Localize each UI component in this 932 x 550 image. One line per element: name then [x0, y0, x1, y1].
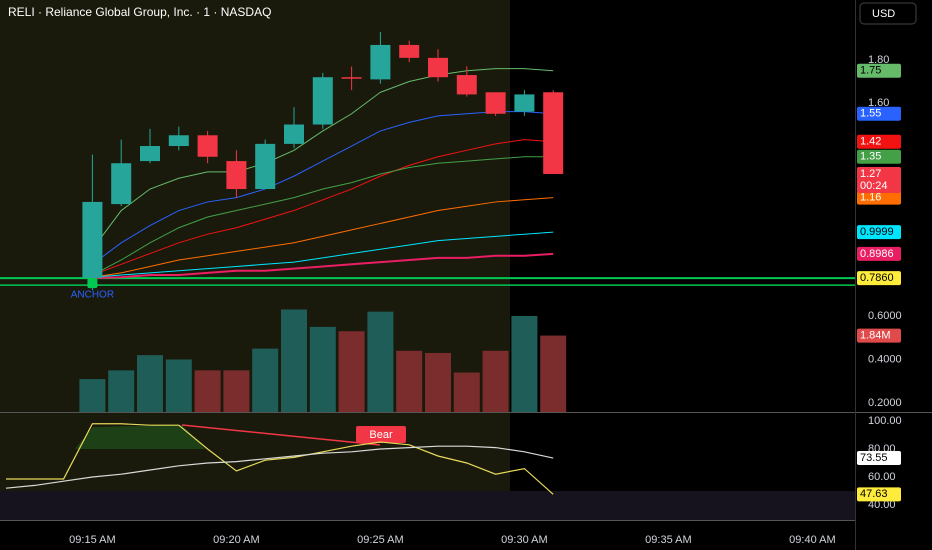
- y-tick-label: 60.00: [868, 471, 896, 483]
- price-label: 0.8986: [860, 248, 894, 260]
- y-tick-label: 0.2000: [868, 397, 902, 409]
- rsi-label: 47.63: [860, 488, 888, 500]
- volume-bar: [194, 370, 221, 412]
- volume-bar: [367, 311, 394, 412]
- candle-body: [140, 146, 160, 162]
- volume-bar: [338, 331, 365, 412]
- x-tick-label: 09:25 AM: [357, 534, 403, 546]
- anchor-marker: [87, 278, 98, 289]
- price-label-box: [857, 134, 901, 149]
- volume-label-box: [857, 328, 901, 343]
- price-label: 1.35: [860, 151, 881, 163]
- anchor-text: ANCHOR: [71, 290, 114, 301]
- price-label-box: [857, 225, 901, 240]
- x-tick-label: 09:20 AM: [213, 534, 259, 546]
- candle-body: [312, 77, 333, 125]
- candle-body: [456, 75, 477, 95]
- last-price-label-box: [857, 166, 901, 193]
- y-tick-label: 40.00: [868, 499, 896, 511]
- volume-bar: [108, 370, 135, 412]
- price-label-box: [857, 63, 901, 78]
- y-tick-label: 1.60: [868, 97, 889, 109]
- rsi-label-box: [857, 451, 901, 466]
- anchor-label: 0.7860: [860, 272, 894, 284]
- chart-title: RELI · Reliance Global Group, Inc. · 1 ·…: [8, 5, 271, 19]
- x-tick-label: 09:40 AM: [789, 534, 835, 546]
- candle-body: [514, 94, 535, 112]
- candle-body: [82, 201, 103, 279]
- volume-bar: [425, 352, 451, 412]
- moving-average: [92, 252, 554, 280]
- moving-average: [92, 139, 554, 276]
- price-label-box: [857, 246, 901, 261]
- candle-body: [370, 44, 391, 80]
- y-tick-label: 0.6000: [868, 310, 902, 322]
- x-tick-label: 09:30 AM: [501, 534, 547, 546]
- price-label-box: [857, 106, 901, 121]
- volume-bar: [511, 316, 538, 412]
- rsi-line: [5, 445, 554, 489]
- rsi-label-box: [857, 487, 901, 502]
- last-price-label-extra: 00:24: [860, 180, 888, 192]
- candle-body: [485, 92, 506, 114]
- moving-average: [91, 68, 554, 250]
- annotation-box: [356, 426, 406, 443]
- anchor-label-box: [857, 271, 901, 286]
- rsi-label: 73.55: [860, 452, 888, 464]
- price-label: 1.42: [860, 136, 881, 148]
- moving-average: [92, 231, 554, 278]
- price-label: 1.16: [860, 192, 881, 204]
- volume-bar: [453, 372, 480, 412]
- volume-bar: [165, 359, 192, 412]
- volume-bar: [281, 309, 307, 412]
- price-label-box: [857, 190, 901, 205]
- divergence-line: [181, 424, 381, 446]
- session-shade: [0, 0, 510, 520]
- candle-body: [543, 92, 564, 174]
- candle-body: [255, 143, 276, 190]
- moving-average: [92, 111, 554, 265]
- price-label: 0.9999: [860, 226, 894, 238]
- rsi-band: [0, 491, 855, 520]
- rsi-line: [6, 423, 554, 495]
- candle-body: [284, 124, 304, 144]
- volume-bar: [252, 348, 279, 412]
- volume-bar: [396, 350, 423, 412]
- last-price-label: 1.27: [860, 168, 881, 180]
- y-tick-label: 100.00: [868, 415, 902, 427]
- candle-body: [341, 77, 362, 79]
- candle-body: [168, 135, 189, 147]
- volume-bar: [223, 370, 250, 412]
- candle-body: [226, 161, 247, 190]
- volume-bar: [79, 379, 106, 412]
- price-label-box: [857, 149, 901, 164]
- candle-body: [197, 135, 218, 157]
- price-label: 1.75: [860, 65, 881, 77]
- moving-average: [92, 156, 554, 276]
- volume-bar: [137, 355, 163, 412]
- price-label: 1.55: [860, 108, 881, 120]
- candle-body: [428, 57, 448, 78]
- candle-body: [111, 163, 132, 205]
- volume-label: 1.84M: [860, 329, 891, 341]
- volume-bar: [540, 335, 567, 412]
- y-tick-label: 0.4000: [868, 353, 902, 365]
- candle-body: [399, 44, 420, 58]
- currency[interactable]: USD: [872, 8, 895, 20]
- currency-button[interactable]: [859, 2, 917, 25]
- x-tick-label: 09:35 AM: [645, 534, 691, 546]
- y-tick-label: 1.80: [868, 54, 889, 66]
- x-tick-label: 09:15 AM: [69, 534, 115, 546]
- rsi-fill: [75, 425, 205, 449]
- annotation: Bear: [369, 429, 393, 441]
- volume-bar: [309, 326, 336, 412]
- volume-bar: [482, 350, 509, 412]
- moving-average: [92, 197, 554, 278]
